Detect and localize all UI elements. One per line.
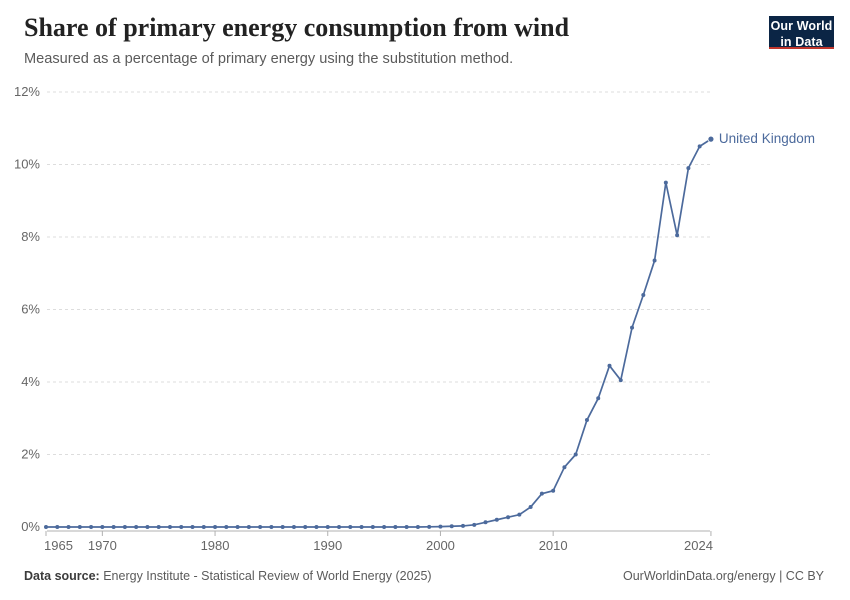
svg-text:2010: 2010 <box>539 538 568 553</box>
svg-text:2000: 2000 <box>426 538 455 553</box>
svg-text:6%: 6% <box>21 302 40 317</box>
svg-text:10%: 10% <box>14 157 40 172</box>
svg-text:12%: 12% <box>14 85 40 99</box>
svg-text:0%: 0% <box>21 519 40 534</box>
svg-text:1970: 1970 <box>88 538 117 553</box>
svg-text:2%: 2% <box>21 447 40 462</box>
svg-text:1980: 1980 <box>201 538 230 553</box>
svg-text:1965: 1965 <box>44 538 73 553</box>
svg-text:United Kingdom: United Kingdom <box>719 131 815 146</box>
svg-text:4%: 4% <box>21 374 40 389</box>
svg-text:1990: 1990 <box>313 538 342 553</box>
svg-text:2024: 2024 <box>684 538 713 553</box>
svg-text:8%: 8% <box>21 229 40 244</box>
